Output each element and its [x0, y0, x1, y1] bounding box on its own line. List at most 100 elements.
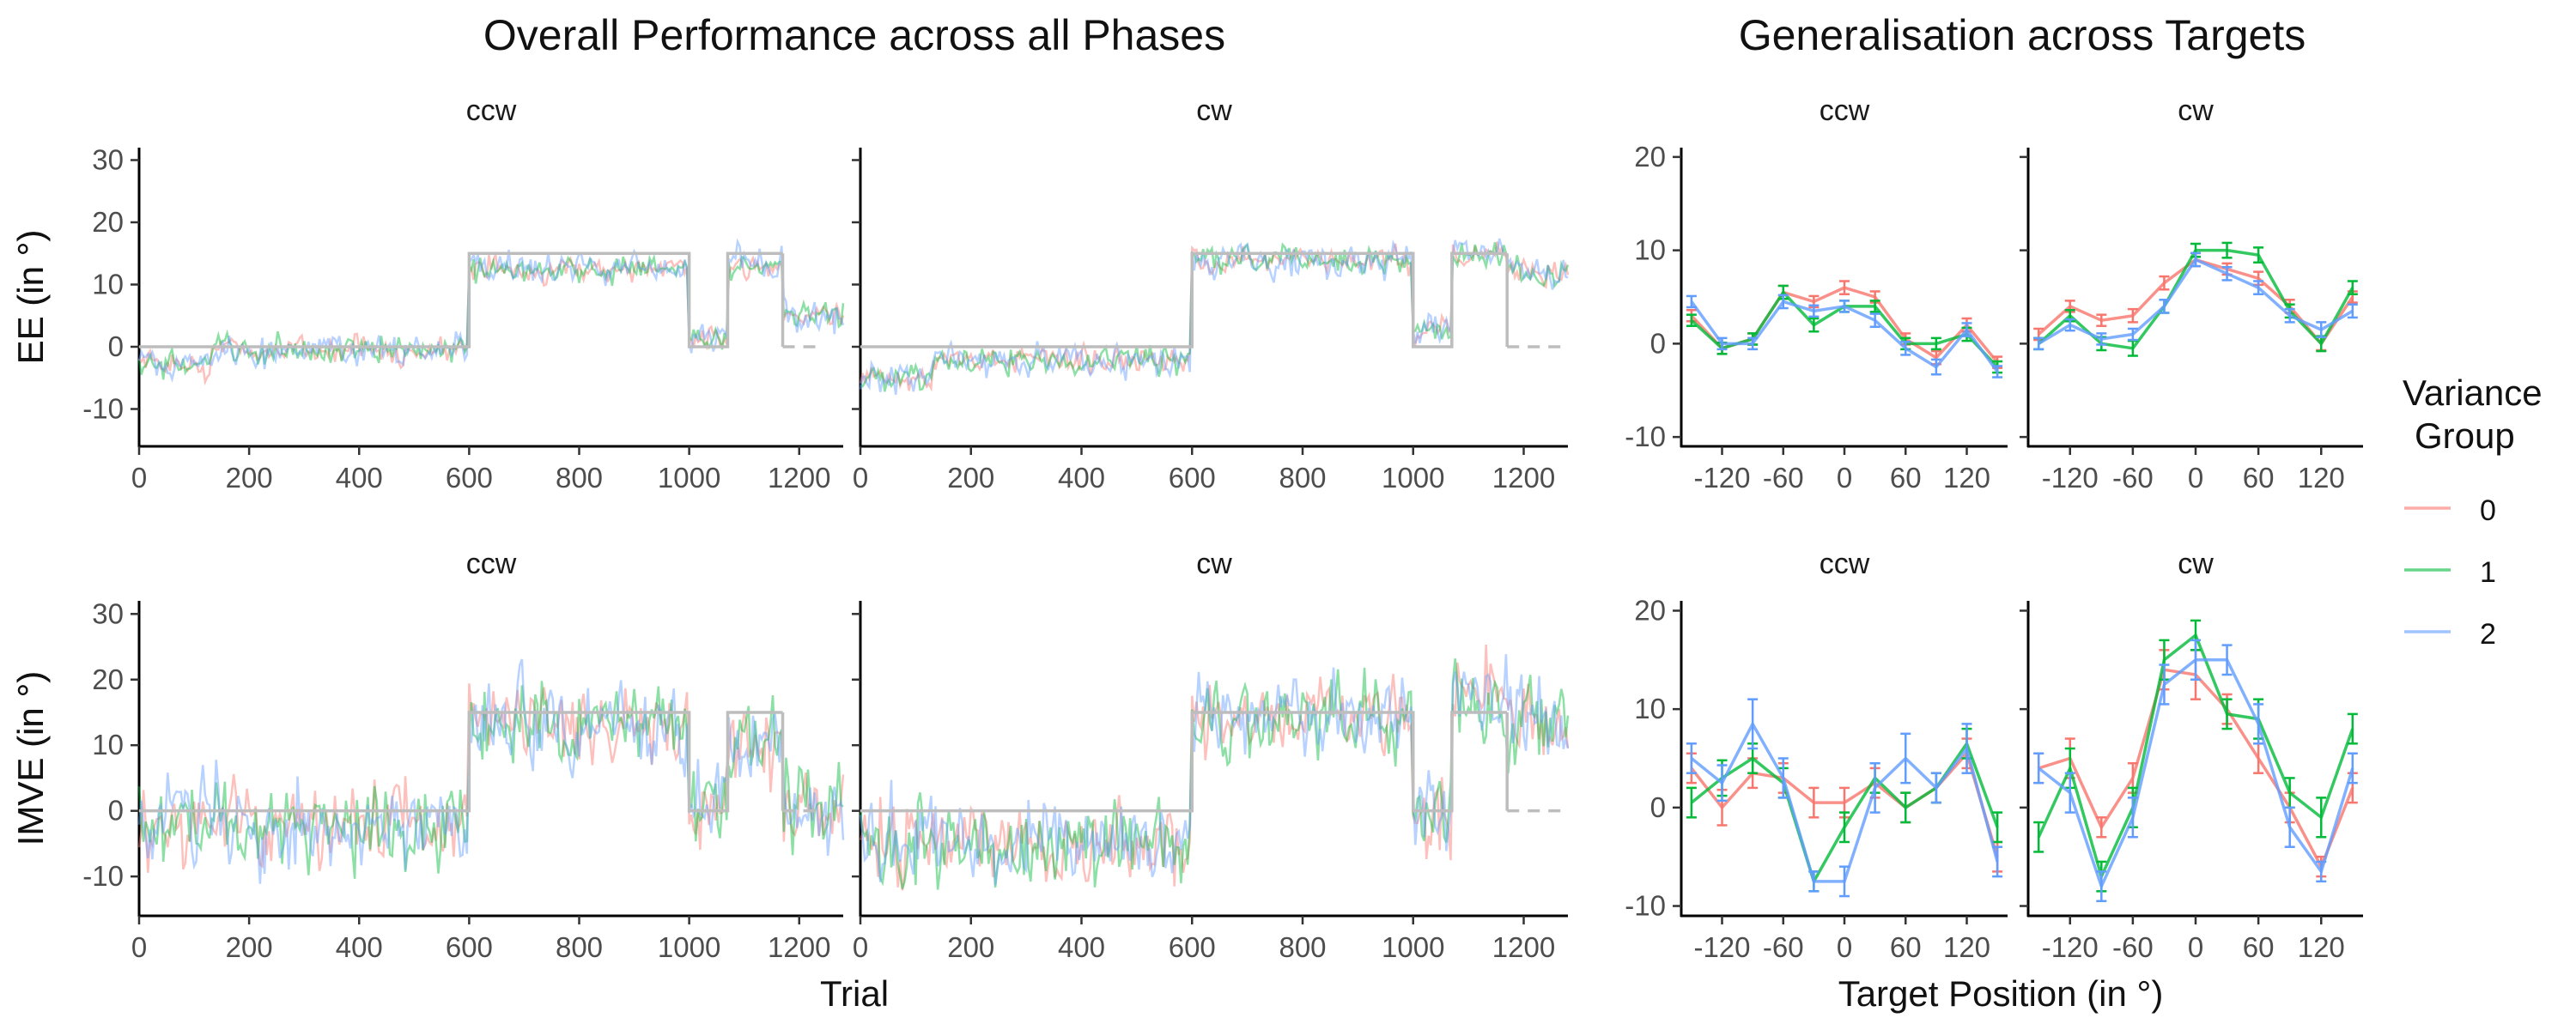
x-tick-label: 0 [1837, 931, 1852, 963]
x-tick-label: 0 [131, 462, 147, 494]
facet-label: ccw [466, 548, 517, 580]
chart-panel: cw -120 -60 0 60 120 [2020, 94, 2363, 494]
y-tick-label: 20 [1634, 594, 1666, 626]
x-tick-label: 1200 [768, 462, 830, 494]
series-0-trace [859, 241, 1570, 392]
x-tick-label: -60 [1763, 931, 1804, 963]
facet-label: ccw [466, 94, 517, 127]
series-0-trace [137, 683, 845, 873]
target-axis-title: Target Position (in °) [1838, 973, 2164, 1014]
y-tick-label: 10 [1634, 234, 1666, 266]
series-2-trace [137, 658, 845, 884]
x-tick-label: 800 [556, 931, 603, 963]
series-1-trace [860, 242, 1570, 392]
x-tick-label: 0 [2188, 931, 2203, 963]
x-tick-label: 60 [1890, 931, 1922, 963]
y-axis-title: EE (in °) [10, 230, 51, 365]
x-tick-label: 400 [336, 462, 383, 494]
x-tick-label: 600 [1169, 931, 1216, 963]
y-tick-label: -10 [1625, 421, 1666, 452]
x-tick-label: 1200 [768, 931, 830, 963]
chart-panel: ccw -120 -60 0 60 120 -10 0 10 20 [1625, 94, 2008, 494]
x-tick-label: -60 [2112, 462, 2154, 494]
x-tick-label: 0 [853, 931, 868, 963]
chart-panel: ccw 0 200 400 600 800 1000 1200 -10 0 10 20 30 IMVE (… [10, 548, 845, 963]
x-tick-label: 200 [947, 462, 994, 494]
perturbation-schedule [860, 251, 1508, 348]
legend-title-line2: Group [2415, 415, 2515, 456]
left-title: Overall Performance across all Phases [483, 11, 1225, 59]
perturbation-schedule [139, 711, 783, 813]
x-tick-label: 800 [556, 462, 603, 494]
series-0-line [1690, 286, 1999, 364]
series-0-trace [138, 251, 845, 386]
x-tick-label: 600 [446, 462, 493, 494]
chart-panel: ccw -120 -60 0 60 120 -10 0 10 20 [1625, 548, 2008, 963]
legend-title-line1: Variance [2403, 373, 2543, 413]
y-axis-title: IMVE (in °) [10, 671, 51, 845]
series-2-trace [859, 238, 1569, 395]
trial-axis-title: Trial [820, 973, 889, 1014]
series-1-trace [859, 658, 1570, 890]
y-tick-label: 0 [1650, 791, 1666, 823]
x-tick-label: 120 [2298, 931, 2345, 963]
x-tick-label: 400 [336, 931, 383, 963]
legend-label-0: 0 [2480, 494, 2496, 527]
series-1-trace [137, 681, 844, 879]
x-tick-label: 0 [853, 462, 868, 494]
legend-label-1: 1 [2480, 556, 2496, 589]
x-tick-label: 1200 [1492, 931, 1555, 963]
y-tick-label: -10 [82, 860, 124, 892]
x-tick-label: 1200 [1492, 462, 1555, 494]
legend-label-2: 2 [2480, 618, 2496, 651]
x-tick-label: 0 [2188, 462, 2203, 494]
x-tick-label: 400 [1058, 462, 1105, 494]
facet-label: cw [1196, 94, 1232, 127]
legend: Variance Group 0 1 2 [2403, 373, 2543, 651]
x-tick-label: 200 [226, 462, 273, 494]
x-tick-label: 120 [1943, 931, 1990, 963]
series-1-trace [137, 253, 845, 380]
perturbation-schedule [860, 711, 1508, 813]
x-tick-label: 0 [1837, 462, 1852, 494]
x-tick-label: 600 [1169, 462, 1216, 494]
y-tick-label: 0 [1650, 327, 1666, 359]
series-2-trace [137, 238, 845, 383]
x-tick-label: 1000 [658, 462, 720, 494]
x-tick-label: 60 [2243, 931, 2275, 963]
facet-label: ccw [1820, 548, 1870, 580]
x-tick-label: 400 [1058, 931, 1105, 963]
y-tick-label: 30 [92, 597, 124, 629]
x-tick-label: 800 [1279, 462, 1326, 494]
x-tick-label: -60 [2112, 931, 2154, 963]
y-tick-label: 20 [92, 206, 124, 238]
y-tick-label: -10 [82, 393, 124, 425]
right-title: Generalisation across Targets [1739, 11, 2306, 59]
y-tick-label: 30 [92, 144, 124, 176]
series-2-line [2038, 258, 2354, 345]
x-tick-label: 60 [1890, 462, 1922, 494]
chart-panel: ccw 0 200 400 600 800 1000 1200 -10 0 10 20 30 EE (in… [10, 94, 845, 494]
y-tick-label: 10 [92, 729, 124, 760]
x-tick-label: 200 [947, 931, 994, 963]
x-tick-label: 1000 [1382, 931, 1444, 963]
x-tick-label: 1000 [658, 931, 720, 963]
x-tick-label: 200 [226, 931, 273, 963]
facet-label: cw [2178, 94, 2214, 127]
x-tick-label: 0 [131, 931, 147, 963]
y-axis-title: EE (in °) [10, 230, 51, 365]
x-tick-label: -120 [2042, 931, 2099, 963]
perturbation-schedule [139, 251, 783, 348]
x-tick-label: 120 [1943, 462, 1990, 494]
y-tick-label: 0 [108, 330, 124, 362]
x-tick-label: -60 [1763, 462, 1804, 494]
y-tick-label: 20 [92, 663, 124, 695]
chart-panel: cw -120 -60 0 60 120 [2020, 548, 2363, 963]
y-tick-label: 0 [108, 795, 124, 827]
facet-label: cw [2178, 548, 2214, 580]
x-tick-label: 1000 [1382, 462, 1444, 494]
